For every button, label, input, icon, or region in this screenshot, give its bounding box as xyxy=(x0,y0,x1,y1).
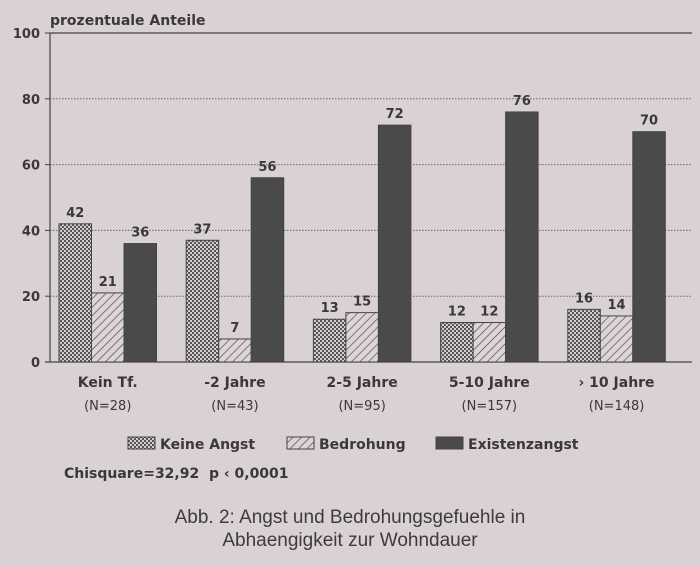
legend-swatch-keine-angst xyxy=(127,436,156,450)
y-tick-label: 0 xyxy=(31,356,40,371)
bar-bedrohung xyxy=(599,315,634,363)
y-tick-label: 100 xyxy=(13,27,40,42)
bar-bedrohung xyxy=(218,338,252,363)
bar-keine-angst xyxy=(440,322,474,363)
y-axis-label: prozentuale Anteile xyxy=(50,13,206,29)
chi-square-annotation: Chisquare=32,92 p ‹ 0,0001 xyxy=(64,466,289,482)
legend-label: Existenzangst xyxy=(468,437,579,453)
x-tick-n-label: (N=148) xyxy=(589,399,645,414)
data-label: 13 xyxy=(321,301,339,316)
x-tick-label: › 10 Jahre xyxy=(579,375,655,391)
legend: Keine Angst Bedrohung Existenzangst xyxy=(127,436,579,453)
x-tick-n-label: (N=157) xyxy=(462,399,518,414)
data-label: 12 xyxy=(480,305,498,320)
data-label: 72 xyxy=(386,107,404,122)
x-tick-n-label: (N=28) xyxy=(84,399,131,414)
bar-keine-angst xyxy=(185,239,220,363)
data-label: 70 xyxy=(640,114,658,129)
data-label: 16 xyxy=(575,291,593,306)
bar-existenzangst xyxy=(123,243,157,363)
caption-line-1: Abb. 2: Angst und Bedrohungsgefuehle in xyxy=(174,507,526,528)
data-label: 12 xyxy=(448,305,466,320)
data-label: 76 xyxy=(513,94,531,109)
bar-existenzangst xyxy=(505,111,539,363)
legend-swatch-existenzangst xyxy=(435,436,464,450)
data-label: 21 xyxy=(99,275,117,290)
bar-chart: prozentuale Anteile 0 20 40 60 80 100 42 21 36 K… xyxy=(13,13,692,453)
x-tick-label: -2 Jahre xyxy=(204,375,265,391)
y-tick-label: 40 xyxy=(22,224,40,239)
y-tick-label: 60 xyxy=(22,159,40,174)
legend-label: Bedrohung xyxy=(319,437,406,453)
bar-keine-angst xyxy=(312,318,347,363)
x-tick-n-label: (N=43) xyxy=(211,399,258,414)
data-label: 56 xyxy=(258,160,276,175)
bar-bedrohung xyxy=(91,292,125,363)
legend-swatch-bedrohung xyxy=(286,436,315,450)
data-label: 42 xyxy=(66,206,84,221)
y-tick-label: 80 xyxy=(22,93,40,108)
bar-bedrohung xyxy=(345,312,379,363)
legend-label: Keine Angst xyxy=(160,437,255,453)
x-tick-n-label: (N=95) xyxy=(338,399,385,414)
bar-existenzangst xyxy=(250,177,285,363)
bar-bedrohung xyxy=(472,322,507,363)
data-label: 14 xyxy=(608,298,626,313)
data-label: 37 xyxy=(193,222,211,237)
y-tick-label: 20 xyxy=(22,290,40,305)
bar-keine-angst xyxy=(58,223,92,363)
data-label: 15 xyxy=(353,295,371,310)
x-tick-label: 5-10 Jahre xyxy=(449,375,530,391)
bar-existenzangst xyxy=(377,124,412,363)
bar-keine-angst xyxy=(567,308,601,363)
caption-line-2: Abhaengigkeit zur Wohndauer xyxy=(222,530,478,551)
x-tick-label: Kein Tf. xyxy=(78,375,138,391)
x-tick-label: 2-5 Jahre xyxy=(327,375,398,391)
data-label: 36 xyxy=(131,226,149,241)
bar-existenzangst xyxy=(632,131,666,363)
data-label: 7 xyxy=(230,321,239,336)
figure-caption: Abb. 2: Angst und Bedrohungsgefuehle in … xyxy=(0,506,700,552)
